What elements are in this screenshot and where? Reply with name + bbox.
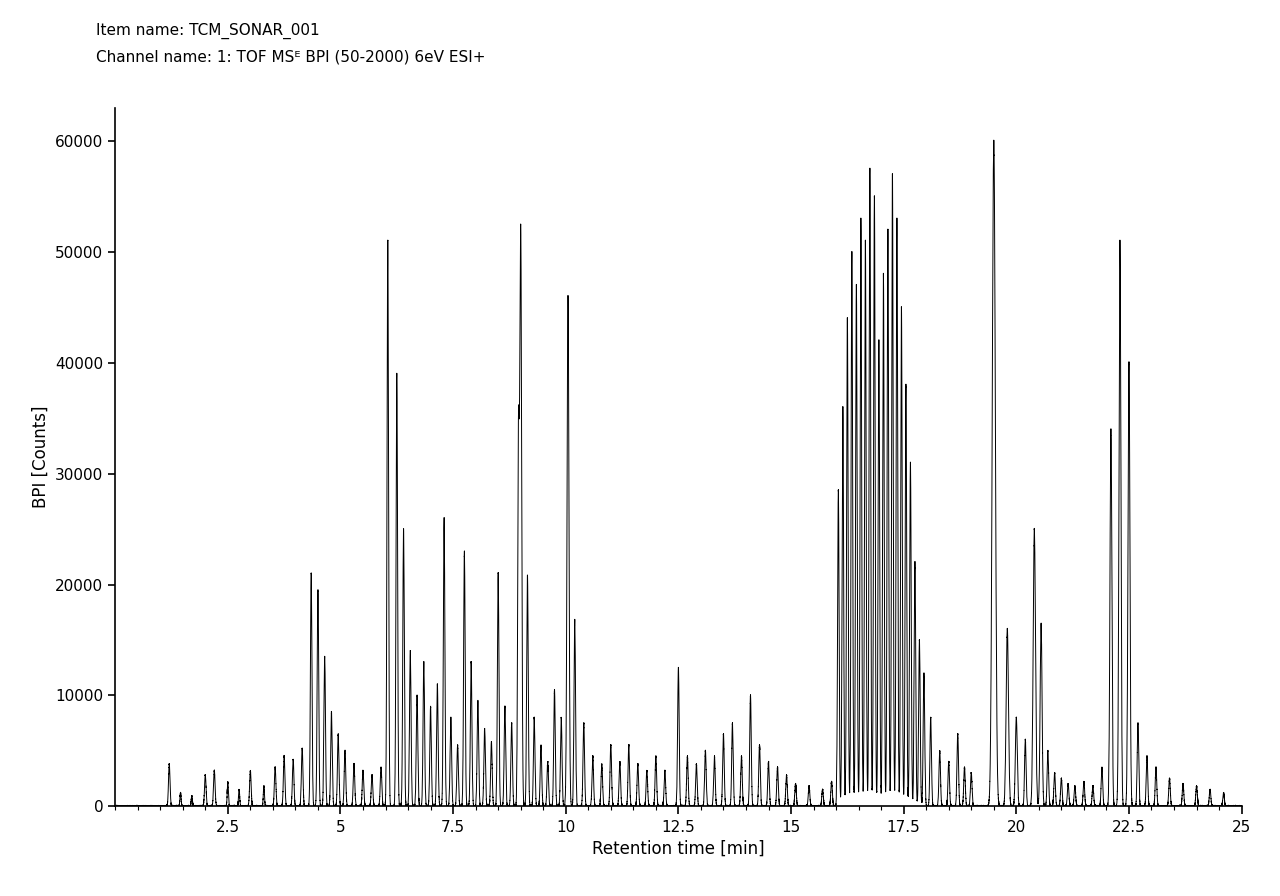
X-axis label: Retention time [min]: Retention time [min]: [593, 840, 764, 858]
Text: Channel name: 1: TOF MSᴱ BPI (50-2000) 6eV ESI+: Channel name: 1: TOF MSᴱ BPI (50-2000) 6…: [96, 49, 485, 65]
Text: Item name: TCM_SONAR_001: Item name: TCM_SONAR_001: [96, 22, 320, 39]
Y-axis label: BPI [Counts]: BPI [Counts]: [32, 406, 50, 508]
